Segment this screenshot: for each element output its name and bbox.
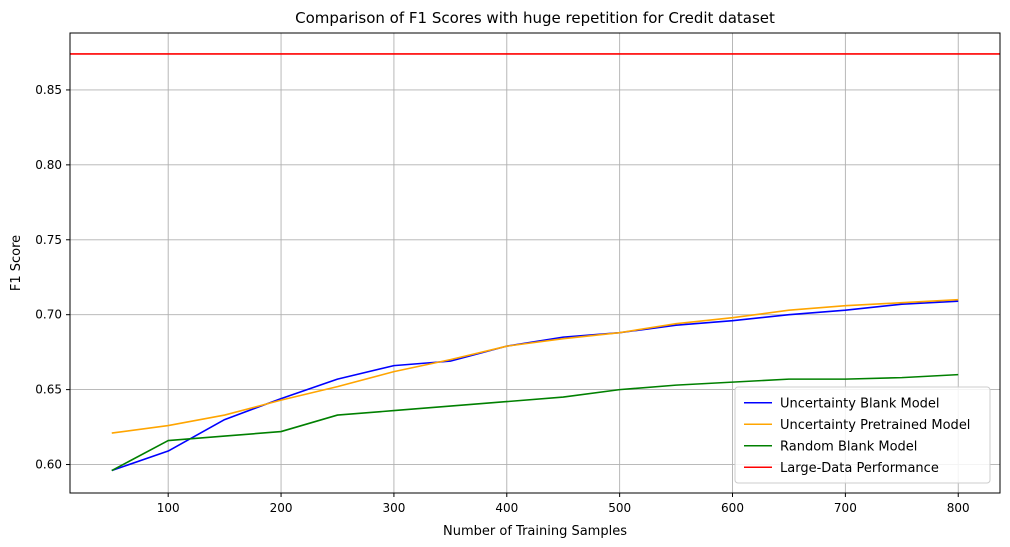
legend-label: Uncertainty Blank Model [780, 396, 940, 411]
y-axis-label: F1 Score [9, 235, 24, 291]
legend-box [734, 386, 991, 484]
x-axis-label: Number of Training Samples [443, 524, 627, 539]
x-tick-label: 300 [382, 501, 405, 515]
legend-label: Uncertainty Pretrained Model [780, 418, 970, 433]
y-tick-label: 0.80 [35, 158, 62, 172]
ticks-layer: 100 200 300 400 500 600 700 800 0.60 0.65 0.70 0.75… [35, 83, 969, 515]
x-tick-label: 500 [608, 501, 631, 515]
y-tick-label: 0.65 [35, 383, 62, 397]
chart-title: Comparison of F1 Scores with huge repeti… [295, 9, 775, 27]
plot-frame [69, 32, 1001, 494]
x-tick-label: 100 [157, 501, 180, 515]
x-tick-label: 700 [834, 501, 857, 515]
x-tick-label: 400 [495, 501, 518, 515]
x-tick-label: 800 [947, 501, 970, 515]
legend-label: Random Blank Model [780, 439, 917, 454]
y-tick-label: 0.75 [35, 233, 62, 247]
y-tick-label: 0.70 [35, 308, 62, 322]
x-tick-label: 200 [270, 501, 293, 515]
series-line-2 [111, 298, 959, 434]
lines-layer [70, 53, 1000, 472]
legend: Uncertainty Blank Model Uncertainty Pretr… [734, 386, 991, 484]
y-tick-label: 0.60 [35, 458, 62, 472]
x-tick-label: 600 [721, 501, 744, 515]
series-line-3 [111, 373, 959, 472]
legend-label: Large-Data Performance [780, 461, 939, 476]
y-tick-label: 0.85 [35, 83, 62, 97]
